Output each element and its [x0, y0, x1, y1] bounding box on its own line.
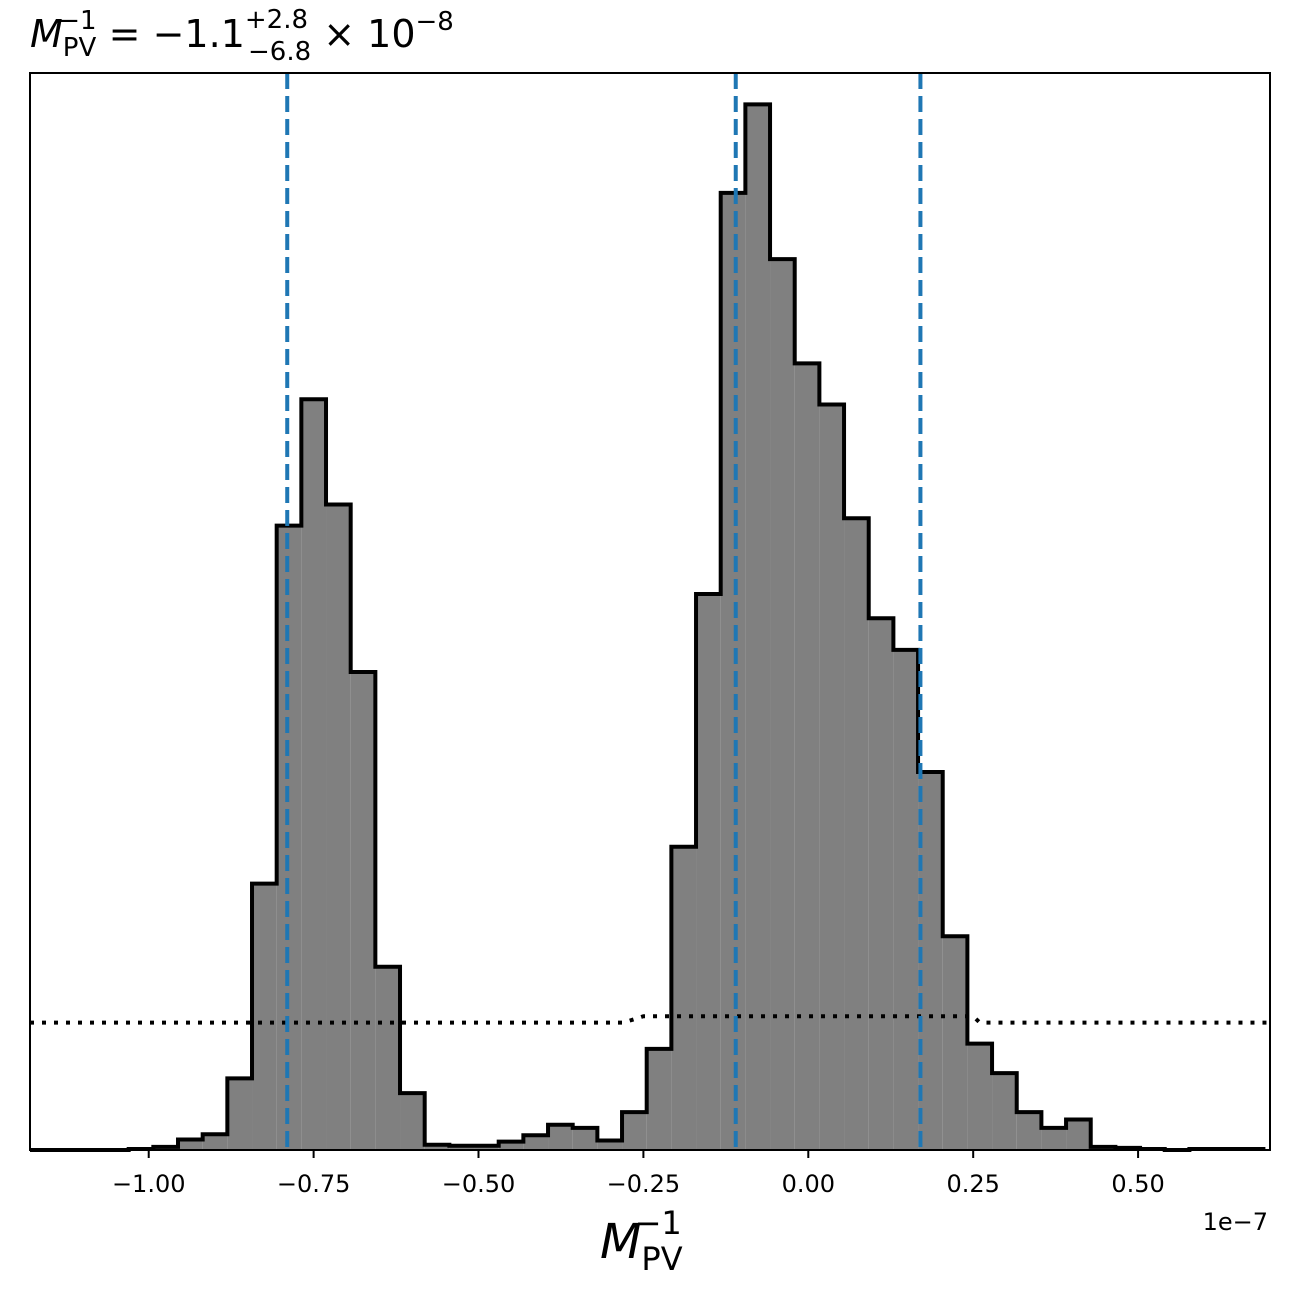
histogram-bar — [326, 504, 351, 1150]
histogram-bar — [548, 1124, 573, 1150]
histogram-bar — [449, 1145, 475, 1150]
xlabel-subscript: PV — [641, 1240, 682, 1278]
x-tick-label: −0.50 — [442, 1170, 516, 1198]
histogram-bar — [498, 1141, 524, 1150]
x-tick-label: 0.00 — [782, 1170, 835, 1198]
histogram-bar — [720, 192, 746, 1150]
plot-area — [30, 73, 1270, 1152]
histogram-step-outline — [30, 102, 1266, 1152]
histogram-bar — [967, 1043, 993, 1150]
histogram-bar — [622, 1112, 647, 1150]
histogram-bar — [819, 404, 845, 1150]
histogram-bar — [424, 1144, 450, 1150]
x-axis: −1.00 −0.75 −0.50 −0.25 0.00 0.25 0.50 — [112, 1150, 1165, 1198]
title-equals-value: = −1.1 — [97, 12, 245, 56]
histogram-bar — [572, 1127, 598, 1150]
histogram-bar — [1066, 1119, 1091, 1150]
histogram-bar — [671, 846, 697, 1150]
histogram-bar — [770, 259, 795, 1150]
chart-title: MPV−1 = −1.1+2.8 −6.8 × 10−8 — [30, 5, 454, 67]
title-superscript: −1 — [58, 6, 96, 36]
histogram-bar — [227, 1078, 253, 1150]
histogram-bar — [1016, 1112, 1042, 1150]
title-times-ten: × 10 — [311, 12, 415, 56]
title-subscript: PV — [63, 33, 97, 63]
xlabel-symbol: M — [600, 1214, 641, 1270]
histogram-bar — [252, 883, 277, 1150]
x-tick-label: −1.00 — [112, 1170, 186, 1198]
prior-dotted-line — [30, 1014, 1270, 1025]
title-symbol: M — [30, 12, 63, 56]
histogram-bar — [375, 966, 401, 1150]
histogram-bar — [400, 1093, 425, 1150]
histogram-bar — [350, 671, 376, 1150]
x-axis-label: MPV−1 — [600, 1204, 683, 1278]
histogram-bar — [844, 518, 869, 1150]
histogram-bar — [597, 1140, 623, 1150]
xlabel-superscript: −1 — [635, 1204, 682, 1242]
x-tick-label: 0.25 — [946, 1170, 999, 1198]
histogram-bar — [794, 363, 820, 1150]
histogram-bar — [893, 649, 919, 1150]
title-error-plus: +2.8 — [245, 5, 308, 35]
histogram-bar — [868, 618, 894, 1150]
histogram-bar — [474, 1145, 499, 1150]
title-error-minus: −6.8 — [248, 37, 311, 67]
histogram-bar — [1041, 1127, 1067, 1150]
histogram-bar — [301, 399, 327, 1150]
histogram-bar — [992, 1073, 1017, 1150]
histogram-bar — [745, 104, 771, 1151]
histogram-bar — [178, 1139, 203, 1150]
histogram-bar — [202, 1134, 228, 1150]
axes-frame — [29, 72, 1271, 1151]
x-tick-label: 0.50 — [1111, 1170, 1164, 1198]
x-tick-label: −0.25 — [607, 1170, 681, 1198]
histogram-bar — [942, 936, 968, 1150]
histogram-bar — [523, 1135, 549, 1150]
histogram-bar — [696, 594, 721, 1150]
histogram-bar — [646, 1048, 672, 1150]
x-tick-label: −0.75 — [277, 1170, 351, 1198]
title-exponent: −8 — [416, 7, 454, 37]
x-offset-text: 1e−7 — [1203, 1208, 1268, 1236]
